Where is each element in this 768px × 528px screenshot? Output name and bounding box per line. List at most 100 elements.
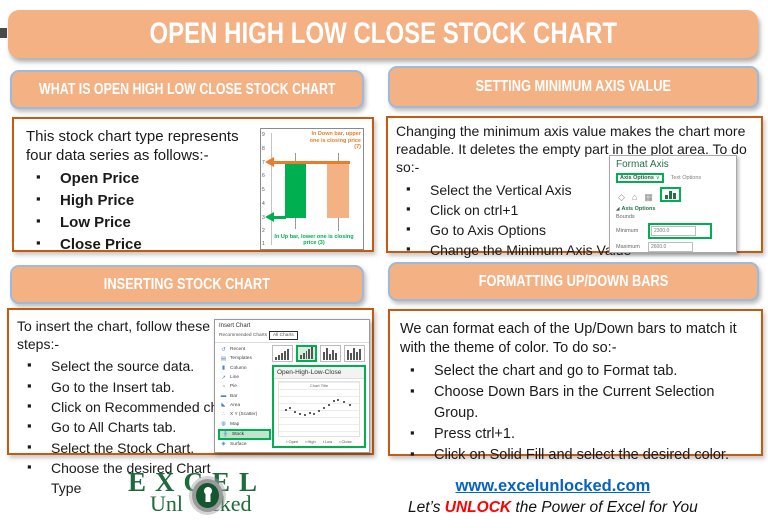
axis-options-group: ◢ Axis Options (616, 206, 730, 212)
list-item: Select the chart and go to Format tab. (400, 361, 740, 382)
section-body-min-axis: Changing the minimum axis value makes th… (386, 116, 763, 260)
arrowhead-icon (265, 157, 274, 167)
keyhole-stem (205, 493, 210, 502)
logo-unlocked-text: Unl cked (150, 493, 308, 515)
section-header-what-is: WHAT IS OPEN HIGH LOW CLOSE STOCK CHART (10, 70, 364, 109)
list-item: Low Price (26, 212, 260, 234)
formatting-intro: We can format each of the Up/Down bars t… (400, 321, 737, 356)
logo-unlocked-left: Unl (150, 491, 183, 516)
list-item: Click on Recommended charts (17, 397, 242, 417)
subtype-thumbnail (320, 345, 341, 362)
list-item: ↗ Line (218, 373, 271, 382)
minimum-row: Minimum 2300.0 (616, 223, 730, 239)
what-is-text: This stock chart type represents four da… (26, 127, 260, 253)
list-item: ◍ Map (218, 419, 271, 428)
tab-all-charts: All Charts (269, 331, 298, 340)
tab-recommended-charts: Recommended Charts (219, 333, 267, 338)
pie-chart-icon: ◔ (221, 383, 226, 390)
chart-subtype-pane: Open-High-Low-Close Chart Title (271, 343, 369, 449)
min-axis-bullet-list: Select the Vertical Axis Click on ctrl+1… (396, 180, 636, 261)
list-item: Close Price (26, 234, 260, 256)
close-price-arrow-down-bar (273, 161, 350, 164)
section-header-what-is-label: WHAT IS OPEN HIGH LOW CLOSE STOCK CHART (38, 80, 336, 98)
maximum-row: Maximum 2600.0 (616, 242, 730, 252)
inserting-bullet-list: Select the source data. Go to the Insert… (17, 356, 242, 498)
insert-chart-tabs: Recommended Charts All Charts (215, 331, 369, 343)
list-item-label: Stock (232, 431, 244, 437)
area-chart-icon: ◣ (221, 402, 226, 409)
section-body-what-is: This stock chart type represents four da… (12, 117, 374, 253)
format-axis-screenshot: Format Axis Axis Options ∨ Text Options … (609, 155, 737, 253)
down-bar-annotation: In Down bar, upper one is closing price … (309, 131, 361, 151)
list-item: Open Price (26, 168, 260, 190)
y-tick: 3 (262, 215, 265, 221)
section-header-min-axis: SETTING MINIMUM AXIS VALUE (388, 66, 759, 108)
y-tick: 6 (262, 173, 265, 179)
up-bar-annotation: In Up bar, lower one is closing price (3… (274, 233, 354, 247)
keyhole-icon (203, 487, 212, 495)
line-chart-icon: ↗ (221, 374, 226, 381)
list-item: Choose the desired Chart Type (17, 458, 242, 499)
templates-icon: ▤ (220, 355, 227, 362)
chart-preview-box: Open-High-Low-Close Chart Title (272, 365, 366, 448)
hl-whisker (295, 153, 296, 163)
page-title: OPEN HIGH LOW CLOSE STOCK CHART (149, 17, 617, 50)
scatter-chart-icon: ∴ (221, 411, 226, 418)
subtype-thumbnail (272, 345, 293, 362)
page-title-banner: OPEN HIGH LOW CLOSE STOCK CHART (8, 10, 758, 58)
list-item: ▬ Bar (218, 391, 271, 400)
legend-item: Open (286, 439, 298, 444)
legend-item: Close (339, 439, 352, 444)
y-tick: 5 (262, 187, 265, 193)
list-item: Click on Solid Fill and select the desir… (400, 445, 740, 466)
list-item: ∴ X Y (Scatter) (218, 410, 271, 419)
list-item: Press ctrl+1. (400, 424, 740, 445)
collapse-icon: ◢ (616, 206, 620, 211)
section-body-formatting: We can format each of the Up/Down bars t… (388, 309, 763, 464)
arrowhead-icon (265, 212, 274, 222)
list-item: Go to the Insert tab. (17, 377, 242, 397)
list-item-label: Templates (230, 356, 252, 362)
insert-chart-columns: ↺ Recent ▤ Templates ▮ Column ↗ Line ◔ Pie ▬ B… (215, 343, 369, 449)
footer-text-block: www.excelunlocked.com Let’s UNLOCK the P… (408, 477, 698, 517)
list-item: ↺ Recent (218, 345, 271, 354)
hl-whisker (338, 153, 339, 163)
axis-options-icon (659, 187, 681, 202)
min-axis-intro: Changing the minimum axis value makes th… (396, 123, 747, 176)
section-body-inserting: To insert the chart, follow these steps:… (7, 308, 374, 496)
chevron-down-icon: ∨ (655, 175, 660, 181)
tagline-prefix: Let’s (408, 499, 445, 516)
hl-whisker (338, 218, 339, 231)
format-axis-icon-row: ◇ ⌂ ▦ (618, 187, 730, 202)
preview-title: Open-High-Low-Close (274, 367, 364, 379)
hl-whisker (295, 218, 296, 229)
list-item: Select the Vertical Axis (396, 180, 636, 200)
list-item: ◣ Area (218, 401, 271, 410)
edge-artifact (0, 28, 7, 38)
legend-item: High (305, 439, 315, 444)
format-axis-tabs: Axis Options ∨ Text Options (616, 173, 730, 183)
list-item: Go to All Charts tab. (17, 417, 242, 437)
what-is-intro: This stock chart type represents four da… (26, 128, 239, 165)
list-item: Select the source data. (17, 356, 242, 376)
tagline-suffix: the Power of Excel for You (511, 499, 698, 516)
what-is-bullet-list: Open Price High Price Low Price Close Pr… (26, 168, 260, 255)
tab-axis-options-label: Axis Options (620, 175, 654, 181)
effects-icon: ⌂ (631, 192, 638, 202)
chart-type-list: ↺ Recent ▤ Templates ▮ Column ↗ Line ◔ Pie ▬ B… (215, 343, 271, 449)
list-item-label: Area (230, 402, 241, 408)
subtype-thumbnails (272, 345, 366, 362)
tagline: Let’s UNLOCK the Power of Excel for You (408, 499, 698, 517)
y-tick: 1 (262, 241, 265, 247)
tab-axis-options: Axis Options ∨ (616, 173, 664, 183)
section-header-inserting-label: INSERTING STOCK CHART (103, 275, 271, 293)
footer: EXCEL Unl cked www.excelunlocked.com Let… (0, 466, 768, 528)
website-link[interactable]: www.excelunlocked.com (455, 477, 651, 495)
subtype-thumbnail-selected (296, 345, 317, 362)
tab-text-options: Text Options (670, 175, 702, 181)
list-item-stock-selected: ╫ Stock (218, 428, 271, 440)
bar-chart-icon: ▬ (220, 393, 227, 400)
list-item: Click on ctrl+1 (396, 200, 636, 220)
list-item-label: Column (230, 365, 247, 371)
subtype-thumbnail (344, 345, 365, 362)
